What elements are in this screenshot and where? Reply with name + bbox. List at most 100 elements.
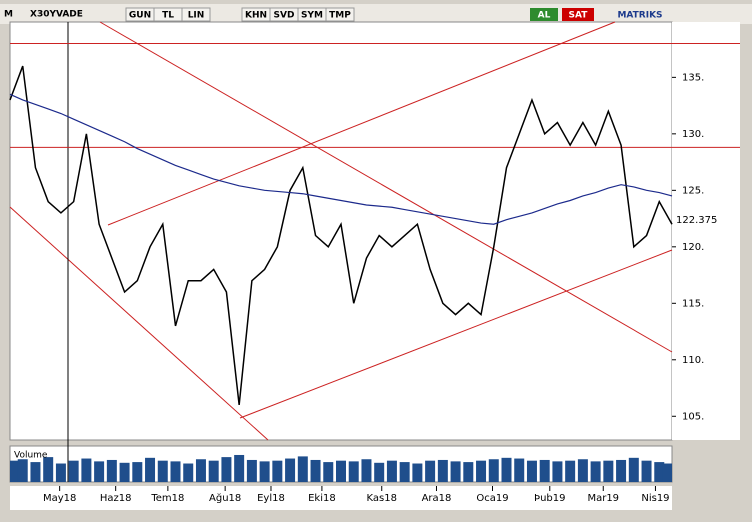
y-tick-label: 130.: [682, 129, 704, 140]
volume-bar: [628, 457, 639, 482]
volume-bar: [81, 458, 92, 482]
volume-bar: [55, 463, 66, 482]
sell-button[interactable]: [562, 8, 594, 21]
series-line: [9, 65, 673, 406]
volume-bar: [272, 460, 283, 482]
volume-bar: [386, 460, 397, 482]
volume-bar: [10, 460, 20, 482]
last-price: 122.375: [676, 215, 717, 226]
volume-bar: [590, 461, 601, 482]
volume-bar: [654, 462, 665, 482]
toolbar-button-label[interactable]: GUN: [129, 11, 151, 21]
x-axis-area: [10, 486, 672, 510]
volume-bar: [641, 460, 652, 482]
y-tick-label: 125.: [682, 185, 704, 196]
volume-bar: [514, 458, 525, 482]
volume-bar: [94, 461, 105, 482]
toolbar-button-label[interactable]: LIN: [188, 11, 205, 21]
x-tick-label: Nis19: [641, 493, 669, 504]
volume-bar: [246, 459, 257, 482]
buy-label[interactable]: AL: [538, 11, 551, 21]
x-tick-label: Eki18: [308, 493, 336, 504]
toolbar-button-label[interactable]: SYM: [301, 11, 323, 21]
toolbar-button-label[interactable]: TL: [162, 11, 174, 21]
volume-bar: [17, 459, 28, 482]
volume-bar: [565, 460, 576, 482]
volume-bar: [30, 462, 41, 482]
volume-bar: [157, 460, 168, 482]
volume-bar: [374, 462, 385, 482]
volume-bar: [145, 457, 156, 482]
volume-bar: [119, 462, 130, 482]
volume-bar: [310, 459, 321, 482]
volume-bar: [234, 454, 245, 482]
volume-bar: [183, 463, 194, 482]
volume-label: Volume: [14, 451, 48, 461]
brand: MATRIKS: [617, 11, 662, 21]
trend-line: [9, 206, 269, 441]
volume-bar: [450, 461, 461, 482]
volume-bar: [616, 459, 627, 482]
volume-bar: [297, 456, 308, 482]
volume-bar: [132, 462, 143, 482]
y-tick-label: 110.: [682, 355, 704, 366]
volume-bar: [323, 462, 334, 482]
volume-bar: [208, 460, 219, 482]
volume-bar: [348, 461, 359, 482]
y-tick-label: 135.: [682, 72, 704, 83]
y-tick-label: 105.: [682, 411, 704, 422]
volume-bar: [526, 460, 537, 482]
volume-bar: [488, 459, 499, 482]
trend-line: [99, 21, 673, 353]
x-tick-label: Oca19: [476, 493, 508, 504]
volume-bar: [106, 459, 117, 482]
toolbar-button[interactable]: [325, 7, 355, 22]
volume-bar: [577, 459, 588, 482]
x-tick-label: Þub19: [534, 493, 565, 504]
x-tick-label: Eyl18: [257, 493, 285, 504]
toolbar-button[interactable]: [181, 7, 211, 22]
volume-bar: [221, 457, 232, 482]
volume-bar: [336, 460, 346, 482]
volume-bar: [463, 462, 474, 482]
y-axis-area: [672, 22, 740, 440]
y-tick-label: 115.: [682, 298, 704, 309]
volume-bar: [399, 462, 410, 482]
plot-area: [9, 21, 673, 441]
x-tick-label: May18: [43, 493, 76, 504]
volume-bar: [361, 459, 372, 482]
x-tick-label: Kas18: [367, 493, 397, 504]
toolbar-button-label[interactable]: KHN: [245, 11, 267, 21]
volume-bar: [170, 461, 181, 482]
volume-bar: [603, 460, 614, 482]
x-tick-label: Ara18: [422, 493, 452, 504]
logo: M: [4, 10, 13, 20]
volume-bar: [259, 461, 270, 482]
volume-bar: [552, 461, 563, 482]
toolbar-button-label[interactable]: TMP: [329, 11, 351, 21]
volume-bar: [43, 457, 54, 482]
volume-bar: [539, 459, 550, 482]
volume-bar: [476, 460, 487, 482]
volume-bar: [285, 458, 296, 482]
trend-line: [239, 249, 673, 419]
volume-bar: [195, 459, 206, 482]
volume-bar: [662, 463, 672, 482]
buy-button[interactable]: [530, 8, 558, 21]
volume-bar: [412, 463, 423, 482]
toolbar-button-label[interactable]: SVD: [274, 11, 295, 21]
trend-lines: [9, 21, 673, 441]
sell-label[interactable]: SAT: [569, 11, 589, 21]
symbol[interactable]: X30YVADE: [30, 10, 83, 20]
x-tick-label: Tem18: [150, 493, 184, 504]
x-tick-label: Mar19: [587, 493, 619, 504]
volume-bar: [437, 459, 448, 482]
trend-line: [107, 21, 616, 226]
x-tick-label: Haz18: [100, 493, 132, 504]
x-tick-label: Ağu18: [209, 492, 241, 504]
volume-bar: [68, 460, 79, 482]
series-line: [9, 93, 673, 225]
volume-bar: [501, 457, 512, 482]
volume-bar: [425, 460, 436, 482]
